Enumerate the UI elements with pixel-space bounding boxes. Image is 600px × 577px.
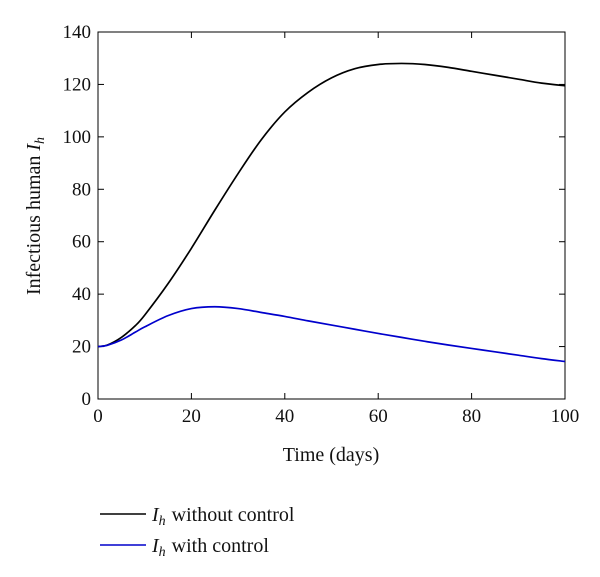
- series-line-with-control: [97, 305, 566, 363]
- legend-label-without-control: Ih without control: [151, 504, 295, 529]
- y-tick-label: 100: [63, 127, 92, 148]
- legend-symbol-without-control: I: [151, 504, 160, 526]
- y-tick-label: 80: [72, 179, 91, 200]
- legend-subscript-without-control: h: [159, 514, 166, 529]
- y-axis-label-symbol: I: [23, 143, 45, 152]
- x-tick-label: 60: [369, 406, 388, 427]
- y-tick-label: 140: [63, 22, 92, 43]
- x-tick-label: 20: [182, 406, 201, 427]
- legend-symbol-with-control: I: [151, 535, 160, 557]
- y-tick-label: 0: [82, 389, 92, 410]
- x-tick-label: 40: [275, 406, 294, 427]
- y-axis-label: Infectious human Ih: [23, 137, 48, 295]
- y-axis-label-text: Infectious human: [23, 156, 45, 295]
- legend-label-with-control: Ih with control: [151, 535, 269, 560]
- series-layer: [97, 62, 566, 363]
- axis-ticks: 0 20 40 60 80 100 0 20 40 60 80 100 120 140: [63, 22, 580, 427]
- x-axis-label: Time (days): [283, 444, 379, 466]
- plot-border: [97, 31, 566, 400]
- y-tick-label: 40: [72, 284, 91, 305]
- x-tick-label: 100: [551, 406, 580, 427]
- y-axis-label-subscript: h: [33, 137, 48, 144]
- legend-subscript-with-control: h: [159, 545, 166, 560]
- y-tick-label: 120: [63, 74, 92, 95]
- x-tick-label: 80: [462, 406, 481, 427]
- y-tick-label: 20: [72, 337, 91, 358]
- series-line-without-control: [97, 62, 566, 348]
- legend-text-with-control: with control: [172, 535, 270, 557]
- y-tick-label: 60: [72, 232, 91, 253]
- x-tick-label: 0: [93, 406, 103, 427]
- legend: Ih without control Ih with control: [100, 504, 295, 560]
- plot-frame: [97, 31, 566, 400]
- legend-text-without-control: without control: [172, 504, 295, 526]
